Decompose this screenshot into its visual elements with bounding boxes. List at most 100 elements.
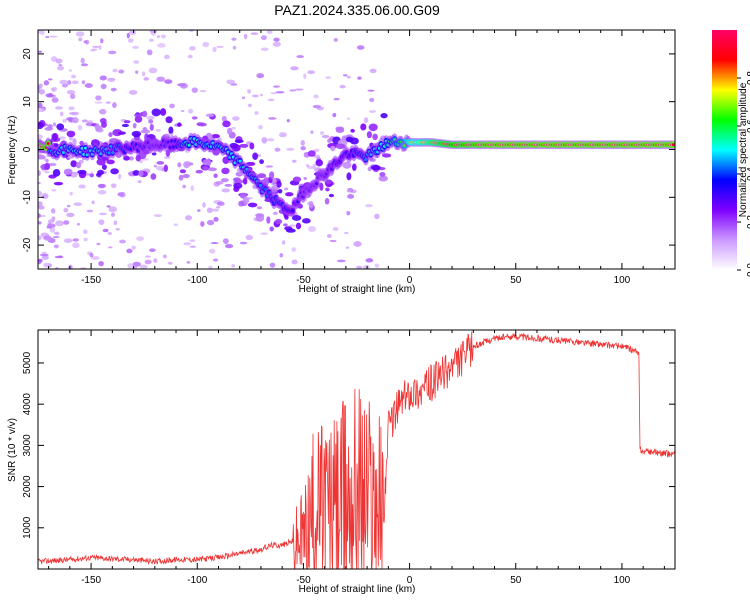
spectrogram-scatter-blob (189, 162, 194, 166)
spectrogram-noise-blob (91, 48, 98, 51)
spectrogram-noise-blob (144, 259, 152, 265)
spectrogram-scatter-blob (291, 214, 302, 221)
snr-line (38, 331, 675, 569)
spectrogram-noise-blob (132, 122, 137, 129)
snr-series (38, 331, 675, 569)
spectrogram-noise-blob (38, 181, 41, 185)
spectrogram-noise-blob (163, 156, 171, 159)
spectrogram-noise-blob (141, 71, 146, 77)
spectrogram-noise-blob (286, 147, 295, 151)
spectrogram-noise-blob (270, 91, 278, 95)
spectrogram-noise-blob (38, 213, 41, 218)
spectrogram-noise-blob (180, 110, 185, 113)
spectrogram-noise-blob (44, 171, 50, 174)
spectrogram-noise-blob (98, 108, 107, 115)
spectrogram-noise-blob (107, 77, 116, 81)
spectrogram-noise-blob (260, 35, 267, 41)
spectrogram-scatter-blob (183, 161, 190, 169)
spectrogram-scatter-blob (140, 129, 151, 134)
spectrogram-noise-blob (47, 78, 53, 81)
spectrogram-scatter-blob (366, 131, 372, 139)
spectrogram-noise-blob (190, 185, 195, 192)
spectrogram-scatter-blob (72, 138, 77, 146)
spectrogram-noise-blob (83, 40, 88, 44)
spectrogram-noise-blob (202, 41, 210, 48)
spectrogram-scatter-blob (269, 226, 274, 232)
spectrogram-noise-blob (186, 260, 191, 264)
spectrogram-noise-blob (38, 102, 43, 109)
spectrogram-noise-blob (92, 45, 101, 48)
spectrogram-noise-blob (231, 264, 236, 268)
spectrogram-scatter-blob (96, 158, 106, 166)
spectrogram-noise-blob (102, 228, 109, 233)
spectrogram-noise-blob (107, 231, 112, 235)
spectrogram-noise-blob (367, 166, 372, 172)
spectrogram-noise-blob (202, 202, 206, 208)
spectrogram-scatter-blob (255, 213, 265, 218)
spectrogram-noise-blob (51, 97, 59, 103)
spectrogram-noise-blob (247, 89, 252, 94)
spectrogram-noise-blob (75, 31, 85, 37)
spectrogram-noise-blob (78, 184, 86, 189)
spectrogram-noise-blob (272, 85, 281, 88)
spectrogram-noise-blob (99, 212, 107, 216)
spectrogram-noise-blob (66, 89, 76, 95)
spectrogram-noise-blob (212, 46, 217, 52)
spectrogram-noise-blob (38, 170, 41, 176)
spectrogram-scatter-blob (330, 145, 336, 152)
spectrogram-noise-blob (67, 80, 72, 86)
spectrogram-scatter-blob (276, 180, 282, 188)
spectrogram-noise-blob (131, 245, 136, 250)
spectrogram-scatter-blob (295, 222, 302, 230)
spectrogram-scatter-blob (134, 115, 143, 123)
spectrogram-noise-blob (80, 63, 89, 67)
spectrogram-scatter-blob (75, 161, 82, 169)
spectrogram-noise-blob (126, 248, 133, 254)
snr-panel: -150 -100 -50 0 50 100 1000 2000 3000 4000 5000 H… (7, 329, 676, 595)
spectrogram-scatter-blob (195, 169, 204, 174)
spectrogram-noise-blob (332, 227, 339, 231)
spectrogram-y-ticks: -20 -10 0 10 20 (22, 48, 675, 252)
spectrogram-noise-blob (344, 231, 349, 234)
spectrogram-noise-blob (62, 118, 68, 123)
spectrogram-scatter-blob (198, 122, 207, 127)
spectrogram-noise-blob (269, 262, 276, 268)
spectrogram-noise-blob (216, 206, 221, 209)
spectrogram-scatter-blob (302, 218, 311, 224)
spectrogram-y-tick-label: 10 (22, 96, 33, 108)
spectrogram-noise-blob (206, 219, 215, 226)
spectrogram-scatter-blob (68, 117, 74, 122)
spectrogram-noise-blob (63, 238, 73, 243)
spectrogram-noise-blob (365, 258, 374, 263)
spectrogram-scatter-blob (138, 169, 144, 177)
spectrogram-noise-blob (290, 66, 299, 71)
colorbar-tick-label: 0.8 (746, 71, 750, 85)
spectrogram-noise-blob (245, 234, 254, 241)
spectrogram-scatter-blob (66, 130, 76, 138)
spectrogram-noise-blob (61, 83, 68, 88)
spectrogram-scatter-blob (123, 120, 131, 124)
spectrogram-noise-blob (43, 80, 50, 86)
spectrogram-scatter-blob (249, 142, 255, 150)
spectrogram-noise-blob (38, 258, 43, 263)
spectrogram-x-tick-label: -100 (187, 275, 207, 286)
spectrogram-noise-blob (356, 45, 365, 50)
spectrogram-noise-blob (115, 228, 120, 231)
spectrogram-scatter-blob (106, 159, 115, 165)
snr-y-tick-label: 5000 (22, 351, 33, 374)
spectrogram-scatter-blob (220, 178, 229, 183)
spectrogram-noise-blob (68, 69, 72, 72)
spectrogram-noise-blob (112, 68, 118, 73)
spectrogram-noise-blob (45, 36, 50, 39)
spectrogram-scatter-blob (163, 164, 169, 172)
spectrogram-noise-blob (113, 220, 118, 226)
spectrogram-scatter-blob (128, 156, 134, 161)
spectrogram-noise-blob (99, 75, 107, 81)
spectrogram-y-tick-label: -10 (22, 190, 33, 205)
spectrogram-noise-blob (346, 210, 351, 216)
spectrogram-noise-blob (44, 237, 51, 241)
snr-y-tick-label: 1000 (22, 516, 33, 539)
spectrogram-scatter-blob (89, 173, 94, 178)
spectrogram-noise-blob (182, 173, 190, 179)
spectrogram-noise-blob (133, 60, 140, 64)
